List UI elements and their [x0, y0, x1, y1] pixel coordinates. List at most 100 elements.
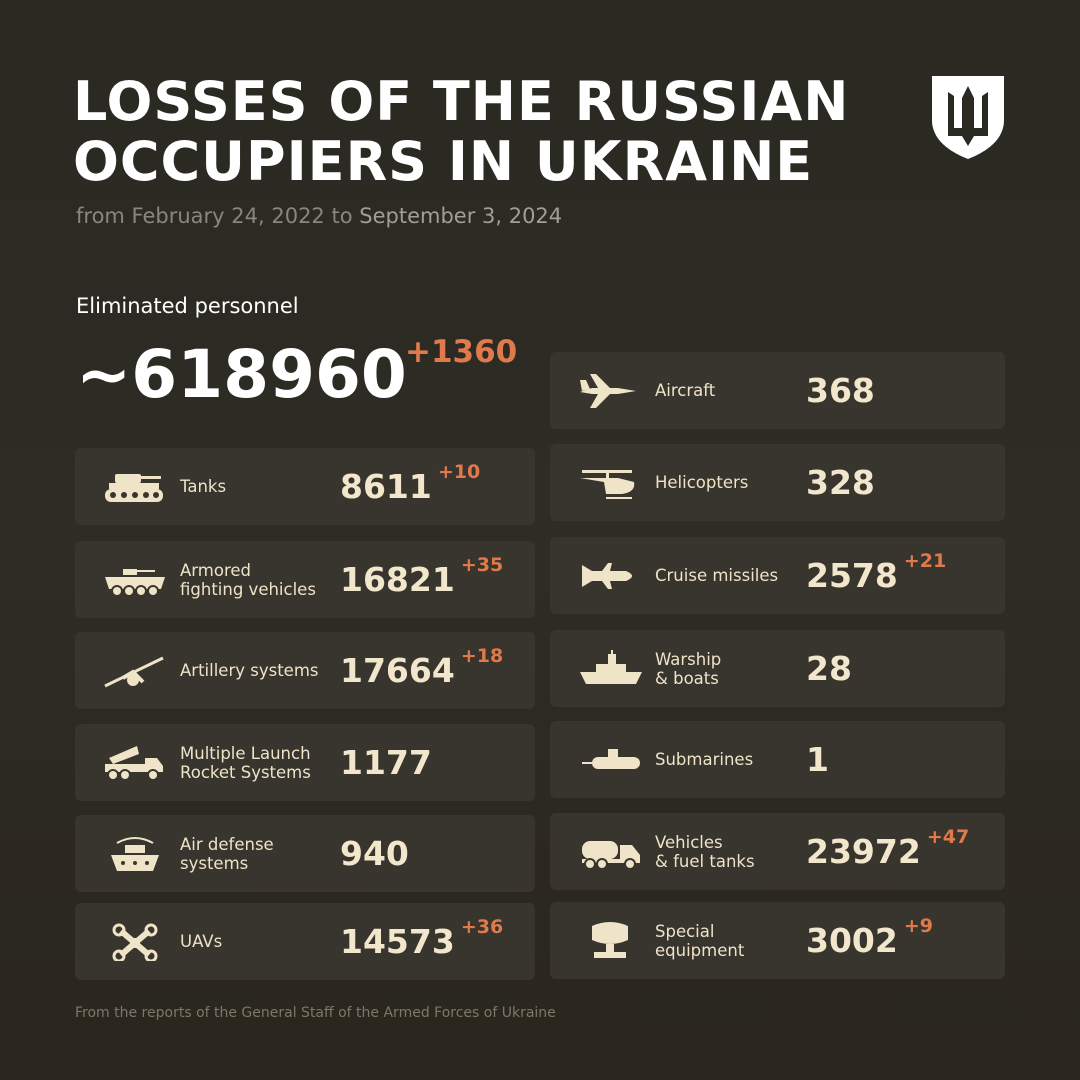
stat-number: 8611 [340, 467, 432, 506]
stat-label-line: fighting vehicles [180, 579, 316, 599]
stat-label: Tanks [180, 448, 226, 525]
date-from: from February 24, 2022 to [76, 204, 353, 228]
rocket-launcher-icon [105, 746, 163, 781]
stat-number: 17664 [340, 651, 455, 690]
stat-number: 1 [806, 740, 829, 779]
stat-value: 14573 +36 [340, 916, 503, 961]
stat-label: Special equipment [655, 902, 744, 979]
stat-delta: +47 [926, 826, 970, 848]
stat-label-line: Aircraft [655, 381, 716, 400]
stat-number: 28 [806, 649, 852, 688]
stat-card-uavs: UAVs 14573 +36 [75, 903, 535, 980]
stat-label: Multiple Launch Rocket Systems [180, 724, 311, 801]
stat-label-line: Artillery systems [180, 661, 319, 680]
stat-label-line: Armored [180, 560, 251, 580]
page-title: LOSSES OF THE RUSSIAN OCCUPIERS IN UKRAI… [73, 72, 850, 192]
tank-icon [105, 474, 163, 502]
stat-label: Cruise missiles [655, 537, 778, 614]
stat-label-line: & fuel tanks [655, 851, 755, 871]
title-line-2: OCCUPIERS IN UKRAINE [73, 130, 814, 193]
stat-number: 16821 [340, 560, 455, 599]
footer-source: From the reports of the General Staff of… [75, 1005, 556, 1021]
stat-delta: +36 [460, 916, 504, 938]
stat-label-line: UAVs [180, 932, 223, 951]
stat-delta: +21 [903, 550, 947, 572]
stat-label: Air defense systems [180, 815, 274, 892]
stat-label: Vehicles & fuel tanks [655, 813, 755, 890]
artillery-icon [104, 656, 164, 688]
stat-value: 940 [340, 834, 409, 873]
stat-value: 3002 +9 [806, 915, 933, 960]
stat-value: 16821 +35 [340, 554, 503, 599]
stat-label: Helicopters [655, 444, 748, 521]
stat-card-multiple-launch-rocket-systems: Multiple Launch Rocket Systems 1177 [75, 724, 535, 801]
stat-label-line: Rocket Systems [180, 762, 311, 782]
stat-label: Aircraft [655, 352, 715, 429]
stat-value: 17664 +18 [340, 645, 503, 690]
stat-label-line: Vehicles [655, 832, 723, 852]
personnel-value: ~618960 [76, 336, 407, 413]
stat-delta: +18 [460, 645, 504, 667]
stat-number: 3002 [806, 921, 898, 960]
stat-number: 2578 [806, 556, 898, 595]
title-line-1: LOSSES OF THE RUSSIAN [73, 70, 850, 133]
warship-icon [580, 650, 642, 684]
submarine-icon [582, 749, 640, 769]
helicopter-icon [580, 470, 635, 499]
missile-icon [582, 563, 632, 589]
stat-number: 1177 [340, 743, 432, 782]
stat-label: Artillery systems [180, 632, 319, 709]
stat-label: Warship & boats [655, 630, 721, 707]
personnel-delta: +1360 [405, 334, 518, 370]
stat-label-line: Warship [655, 649, 722, 669]
stat-label-line: systems [180, 853, 249, 873]
stat-value: 1177 [340, 743, 432, 782]
stat-value: 328 [806, 463, 875, 502]
aircraft-icon [580, 374, 636, 408]
stat-label: UAVs [180, 903, 222, 980]
stat-value: 368 [806, 371, 875, 410]
stat-number: 940 [340, 834, 409, 873]
stat-label-line: Tanks [180, 477, 227, 496]
special-equipment-icon [592, 922, 628, 958]
air-defense-icon [111, 837, 159, 871]
stat-card-special-equipment: Special equipment 3002 +9 [550, 902, 1005, 979]
stat-value: 23972 +47 [806, 826, 969, 871]
stat-number: 23972 [806, 832, 921, 871]
stat-value: 8611 +10 [340, 461, 480, 506]
trident-shield-icon [932, 76, 1004, 159]
stat-card-cruise-missiles: Cruise missiles 2578 +21 [550, 537, 1005, 614]
stat-delta: +9 [903, 915, 933, 937]
stat-number: 328 [806, 463, 875, 502]
stat-card-vehicles-fuel-tanks: Vehicles & fuel tanks 23972 +47 [550, 813, 1005, 890]
stat-value: 2578 +21 [806, 550, 946, 595]
stat-value: 1 [806, 740, 829, 779]
drone-icon [112, 923, 158, 961]
stat-value: 28 [806, 649, 852, 688]
armored-vehicle-icon [105, 569, 165, 597]
stat-label: Armored fighting vehicles [180, 541, 316, 618]
stat-card-armored-fighting-vehicles: Armored fighting vehicles 16821 +35 [75, 541, 535, 618]
stat-number: 368 [806, 371, 875, 410]
stat-card-artillery-systems: Artillery systems 17664 +18 [75, 632, 535, 709]
truck-icon [582, 841, 640, 870]
personnel-label: Eliminated personnel [76, 294, 299, 318]
stat-label: Submarines [655, 721, 753, 798]
stat-card-tanks: Tanks 8611 +10 [75, 448, 535, 525]
stat-card-aircraft: Aircraft 368 [550, 352, 1005, 429]
stat-label-line: equipment [655, 940, 745, 960]
stat-label-line: Air defense [180, 834, 274, 854]
stat-label-line: Submarines [655, 750, 754, 769]
stat-label-line: Helicopters [655, 473, 749, 492]
stat-label-line: Special [655, 921, 715, 941]
stat-card-air-defense-systems: Air defense systems 940 [75, 815, 535, 892]
stat-delta: +35 [460, 554, 504, 576]
stat-label-line: & boats [655, 668, 719, 688]
stat-card-warship-boats: Warship & boats 28 [550, 630, 1005, 707]
stat-label-line: Cruise missiles [655, 566, 779, 585]
stat-delta: +10 [437, 461, 481, 483]
stat-card-helicopters: Helicopters 328 [550, 444, 1005, 521]
stat-label-line: Multiple Launch [180, 743, 311, 763]
stat-card-submarines: Submarines 1 [550, 721, 1005, 798]
date-to: September 3, 2024 [359, 204, 563, 228]
